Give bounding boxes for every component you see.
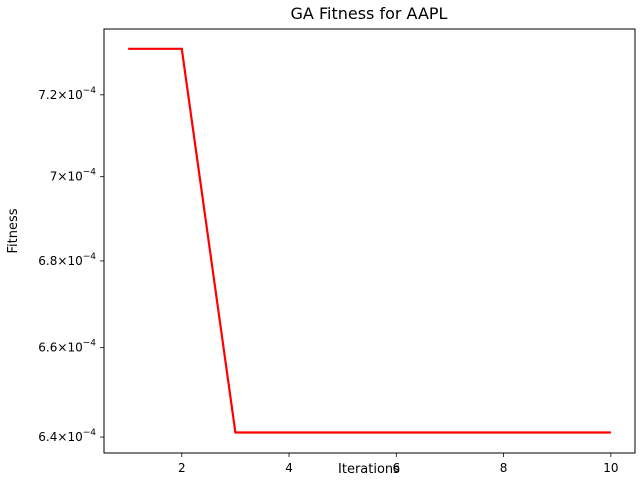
y-axis-label: Fitness — [6, 208, 21, 253]
plot-area — [103, 28, 636, 454]
x-tick-label: 8 — [500, 461, 508, 475]
x-axis: 2 4 6 8 10 — [178, 453, 619, 475]
y-tick-label: 7.2×10−4 — [38, 86, 96, 102]
chart-title: GA Fitness for AAPL — [291, 4, 448, 23]
y-tick-label: 7×10−4 — [50, 168, 97, 184]
series-line — [128, 47, 611, 434]
y-tick-label: 6.6×10−4 — [38, 339, 96, 355]
x-tick-label: 6 — [392, 461, 400, 475]
y-axis: 6.4×10−4 6.6×10−4 6.8×10−4 7×10−4 7.2×10−4 — [38, 86, 104, 444]
x-tick-label: 2 — [178, 461, 186, 475]
y-tick-label: 6.4×10−4 — [38, 428, 96, 444]
x-tick-label: 4 — [285, 461, 293, 475]
y-tick-label: 6.8×10−4 — [38, 252, 96, 268]
x-tick-label: 10 — [603, 461, 618, 475]
x-axis-label: Iterations — [338, 462, 400, 477]
series-layer — [128, 47, 611, 434]
